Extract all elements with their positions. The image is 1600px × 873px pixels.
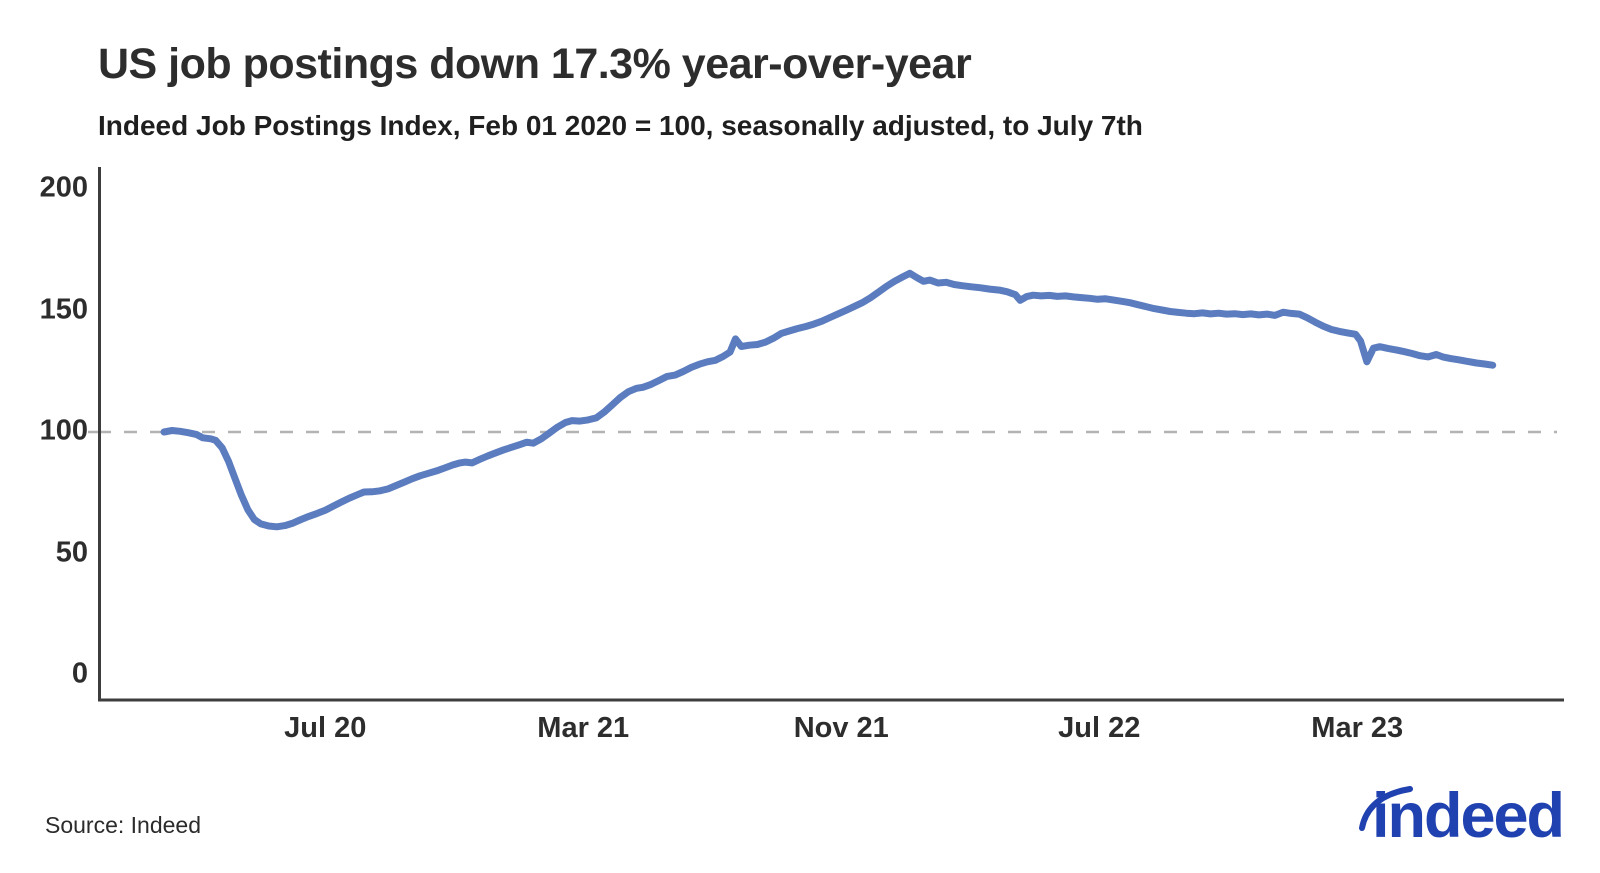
x-tick-label: Mar 23 xyxy=(1311,712,1404,744)
source-note: Source: Indeed xyxy=(45,812,202,838)
chart-subtitle: Indeed Job Postings Index, Feb 01 2020 =… xyxy=(98,110,1143,141)
chart-title: US job postings down 17.3% year-over-yea… xyxy=(98,40,972,88)
y-tick-label: 0 xyxy=(71,657,88,690)
indeed-logo-text: indeed xyxy=(1372,781,1565,851)
job-postings-index-series xyxy=(160,269,1497,531)
y-tick-label: 100 xyxy=(39,414,88,447)
x-tick-label: Jul 22 xyxy=(1058,712,1141,744)
y-tick-label: 200 xyxy=(39,171,88,204)
x-tick-label: Nov 21 xyxy=(793,712,889,744)
x-tick-label: Mar 21 xyxy=(537,712,630,744)
indeed-swoosh-icon xyxy=(1359,786,1413,831)
indeed-logo: indeed xyxy=(1358,778,1588,862)
x-tick-label: Jul 20 xyxy=(284,712,367,744)
y-tick-label: 50 xyxy=(55,536,88,569)
y-tick-label: 150 xyxy=(39,293,88,326)
